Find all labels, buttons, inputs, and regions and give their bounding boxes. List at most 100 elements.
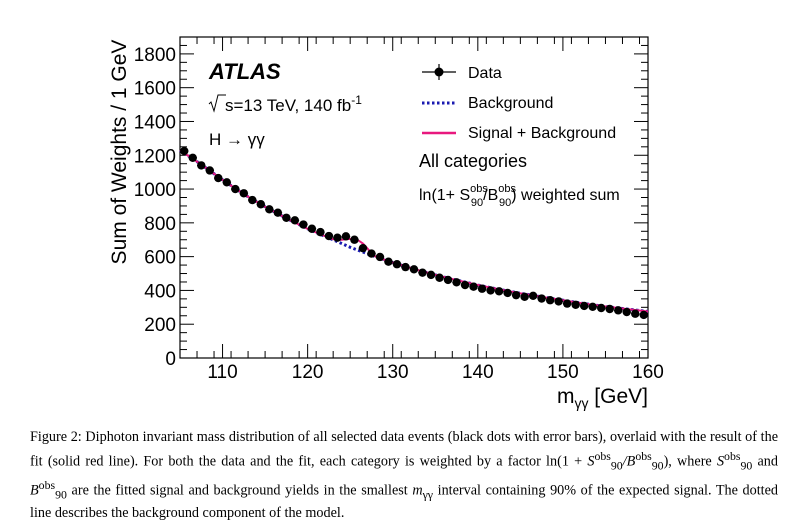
data-point [333,233,342,242]
data-point [435,273,444,282]
y-tick-label: 1800 [134,45,176,66]
legend-data-marker [434,67,444,77]
data-point [265,205,274,214]
data-point [256,200,266,209]
figure-plot: 0 200 400 600 800 1000 1200 1400 1600 1800 110 120… [108,36,664,411]
data-point [511,290,521,300]
data-point [367,249,376,258]
data-point [273,208,283,217]
data-point [239,189,249,198]
data-point [324,231,334,241]
data-point [418,268,427,277]
weight-s-sub: 90 [471,197,483,209]
data-point [452,278,461,287]
y-tick-label: 1200 [134,146,176,167]
data-point [622,307,631,317]
data-point [358,243,368,253]
caption-part-3: and [752,453,779,470]
process-label: H → γγ [209,130,265,149]
data-point [248,195,257,205]
x-tick-label: 150 [547,362,579,383]
data-point [545,296,555,305]
data-point [520,292,529,302]
data-point [639,310,648,320]
data-point [392,260,402,269]
data-point [554,297,563,306]
x-tick-label: 120 [292,362,324,383]
caption-math-b: /B [622,453,636,470]
data-point [350,235,359,244]
weight-b-sub: 90 [499,197,511,209]
data-point [597,303,606,313]
legend-data-label: Data [468,65,502,82]
x-axis-title-base: m [557,385,575,408]
caption-math-b-sup: obs [635,449,652,463]
data-point [290,216,300,225]
data-point [341,232,351,241]
data-point [316,227,325,237]
data-point [307,224,317,233]
data-point [614,306,623,315]
weight-slash: /B [483,187,498,204]
y-tick-label: 200 [144,315,176,336]
data-point [197,161,206,170]
y-tick-label: 1000 [134,180,176,201]
caption-part-5: interval containing 90% of the expected … [30,482,778,522]
x-tick-label: 160 [632,362,664,383]
data-point [571,300,580,309]
data-point [528,291,538,301]
caption-part-1: Figure 2: Diphoton invariant mass distri… [30,429,778,470]
data-point [375,252,385,262]
caption-math-s2-sup: obs [724,449,741,463]
caption-math-s2-sub: 90 [740,458,753,473]
legend: Data Background Signal + Background [422,64,616,142]
background-curve [179,148,649,313]
data-point [205,166,214,175]
caption-math-s-sub: 90 [610,458,623,473]
caption-math-b2-sup: obs [38,477,56,492]
y-axis-title: Sum of Weights / 1 GeV [108,40,131,265]
data-point [180,146,189,156]
data-point [282,213,291,222]
data-point [222,178,231,187]
x-tick-label: 130 [377,362,409,383]
x-tick-labels: 110 120 130 140 150 160 [207,362,663,383]
caption-math-m-sub: γγ [422,487,434,502]
x-tick-label: 140 [462,362,494,383]
caption-math-m: m [412,482,423,499]
weight-label: ln(1+ Sobs 90/Bobs 90) weighted sum [419,183,620,209]
data-point [503,288,512,298]
data-point [469,282,478,291]
y-tick-labels: 0 200 400 600 800 1000 1200 1400 1600 1800 [134,45,176,370]
sqrt-symbol [208,94,226,113]
data-point [494,287,504,296]
caption-math-b-sub: 90 [651,458,664,473]
data-point [460,280,470,290]
caption-part-4: are the fitted signal and background yie… [66,482,413,499]
signal-plus-background-curve [179,149,649,313]
y-tick-label: 1600 [134,79,176,100]
y-tick-label: 600 [144,248,176,269]
data-points [180,146,648,320]
data-point [384,257,393,266]
x-axis-title-sub: γγ [574,395,588,411]
data-point [299,220,308,229]
data-point [579,301,589,311]
data-point [486,286,495,295]
data-point [231,184,240,194]
data-point [409,265,419,274]
y-tick-label: 0 [165,349,176,370]
data-point [562,299,572,308]
axis-ticks [179,36,649,359]
energy-superscript: -1 [351,93,362,107]
x-axis-title: mγγ [GeV] [557,385,648,411]
atlas-label: ATLAS [208,59,281,84]
legend-background-label: Background [468,95,553,112]
data-point [537,294,546,303]
y-tick-label: 800 [144,214,176,235]
data-point [401,262,410,272]
data-point [477,284,487,293]
energy-prefix: s=13 TeV, 140 fb [225,96,351,115]
y-tick-label: 400 [144,281,176,302]
data-point [443,275,453,285]
